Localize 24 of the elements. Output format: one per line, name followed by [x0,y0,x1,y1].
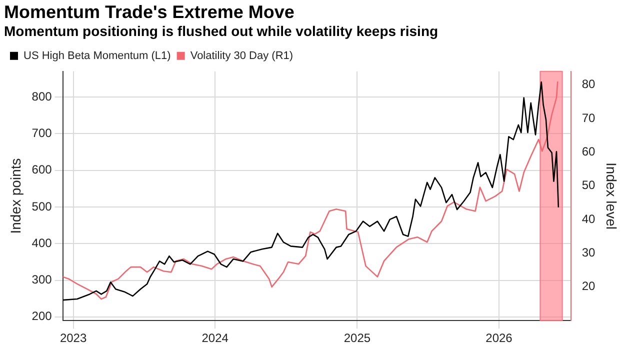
chart-title: Momentum Trade's Extreme Move [4,2,294,22]
y-tick-label: 300 [32,272,52,287]
y2-tick-label: 60 [582,144,596,159]
y-tick-label: 200 [32,309,52,324]
y2-tick-label: 70 [582,110,596,125]
legend-label: US High Beta Momentum (L1) [24,50,171,62]
x-tick-label: 2023 [60,331,87,346]
y-tick-label: 700 [32,126,52,140]
y-tick-label: 600 [32,162,52,177]
y2-tick-label: 30 [582,246,596,260]
y-tick-label: 400 [32,236,52,250]
y2-tick-label: 20 [582,279,596,294]
y-tick-label: 500 [32,199,52,214]
y2-tick-label: 80 [582,77,596,92]
y-axis-title: Index points [7,158,24,234]
chart-subtitle: Momentum positioning is flushed out while volatility keeps rising [4,22,438,39]
x-tick-label: 2025 [344,331,371,346]
x-tick-label: 2026 [486,331,513,346]
y2-tick-label: 40 [582,212,596,226]
x-tick-label: 2024 [202,331,229,346]
y2-tick-label: 50 [582,178,596,192]
legend-label: Volatility 30 Day (R1) [190,50,294,62]
y-tick-label: 800 [32,89,52,104]
y2-axis-title: Index level [604,162,620,230]
